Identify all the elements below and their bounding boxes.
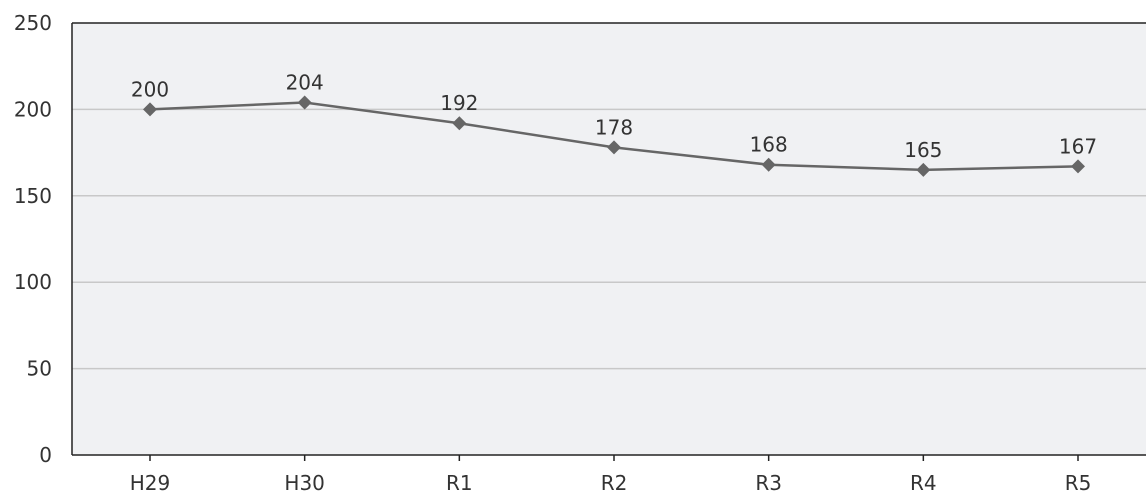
x-tick-label: H30 xyxy=(284,471,325,495)
data-label: 167 xyxy=(1059,134,1097,158)
plot-area xyxy=(72,23,1146,455)
x-tick-label: R3 xyxy=(755,471,782,495)
data-point-marker xyxy=(1071,159,1085,174)
data-point-marker xyxy=(143,102,157,117)
data-point-marker xyxy=(297,95,312,110)
data-point-marker xyxy=(761,157,776,172)
data-label: 200 xyxy=(131,77,169,101)
y-axis-tick-labels: 0 50 100 150 200 250 xyxy=(14,11,52,467)
data-label: 165 xyxy=(904,138,942,162)
data-label: 192 xyxy=(440,91,478,115)
y-tick-label: 100 xyxy=(14,270,52,294)
data-point-marker xyxy=(452,116,467,131)
x-axis-tick-labels: H29 H30 R1 R2 R3 R4 R5 xyxy=(130,471,1092,495)
y-tick-label: 250 xyxy=(14,11,52,35)
x-tick-label: H29 xyxy=(130,471,171,495)
y-tick-label: 150 xyxy=(14,184,52,208)
gridlines xyxy=(72,108,1146,370)
y-tick-label: 200 xyxy=(14,97,52,121)
y-tick-label: 50 xyxy=(27,357,52,381)
x-tick-label: R2 xyxy=(601,471,628,495)
series xyxy=(143,95,1085,177)
axes xyxy=(71,22,1146,461)
data-label: 204 xyxy=(286,70,324,94)
y-tick-label: 0 xyxy=(39,443,52,467)
x-tick-label: R4 xyxy=(910,471,937,495)
data-labels: 200 204 192 178 168 165 167 xyxy=(131,70,1097,161)
data-point-marker xyxy=(916,162,931,177)
x-tick-label: R1 xyxy=(446,471,473,495)
data-label: 178 xyxy=(595,115,633,139)
data-label: 168 xyxy=(750,133,788,157)
data-point-marker xyxy=(607,140,621,155)
x-tick-label: R5 xyxy=(1065,471,1092,495)
